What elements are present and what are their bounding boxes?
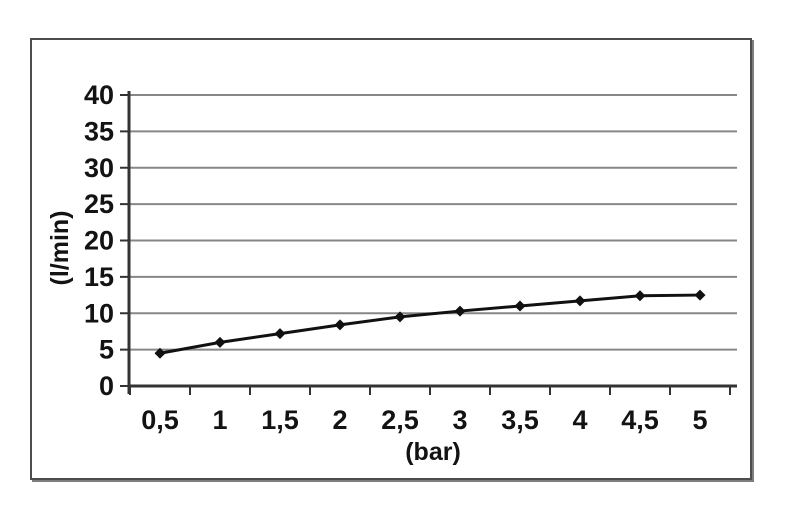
y-axis-title: (l/min) [46,210,74,286]
data-point-flow-rate-1 [214,336,226,348]
x-tick-label-2: 2 [332,405,347,435]
data-point-flow-rate-3.5 [514,300,526,312]
x-tick-label-5: 5 [692,405,707,435]
x-tick-label-2,5: 2,5 [381,405,419,435]
data-point-flow-rate-5 [694,289,706,301]
y-tick-label-0: 0 [99,371,114,401]
x-tick-label-3,5: 3,5 [501,405,539,435]
y-tick-label-15: 15 [84,262,114,292]
data-point-flow-rate-2.5 [394,311,406,323]
y-tick-label-20: 20 [84,226,114,256]
x-tick-label-3: 3 [452,405,467,435]
data-point-flow-rate-4 [574,295,586,307]
flow-pressure-chart: 0 5 10 15 20 25 30 35 40 0,5 1 1,5 2 2,5 3 3,5 4 4,5 5 [84,80,737,435]
x-axis-title: (bar) [405,438,461,466]
x-tick-label-1,5: 1,5 [261,405,299,435]
y-tick-label-35: 35 [84,116,114,146]
x-tick-label-4,5: 4,5 [621,405,659,435]
data-point-flow-rate-3 [454,305,466,317]
data-point-flow-rate-1.5 [274,328,286,340]
y-tick-label-5: 5 [99,335,114,365]
x-tick-label-4: 4 [572,405,587,435]
data-point-flow-rate-0.5 [154,347,166,359]
data-point-flow-rate-2 [334,319,346,331]
x-tick-label-1: 1 [212,405,227,435]
y-tick-label-40: 40 [84,80,114,110]
chart-figure-frame: 0 5 10 15 20 25 30 35 40 0,5 1 1,5 2 2,5 3 3,5 4 4,5 5 (l/… [30,38,752,480]
x-tick-label-0,5: 0,5 [141,405,179,435]
y-tick-label-30: 30 [84,153,114,183]
y-tick-label-25: 25 [84,189,114,219]
series-line-flow-rate [159,293,701,355]
y-tick-label-10: 10 [84,298,114,328]
data-point-flow-rate-4.5 [634,290,646,302]
